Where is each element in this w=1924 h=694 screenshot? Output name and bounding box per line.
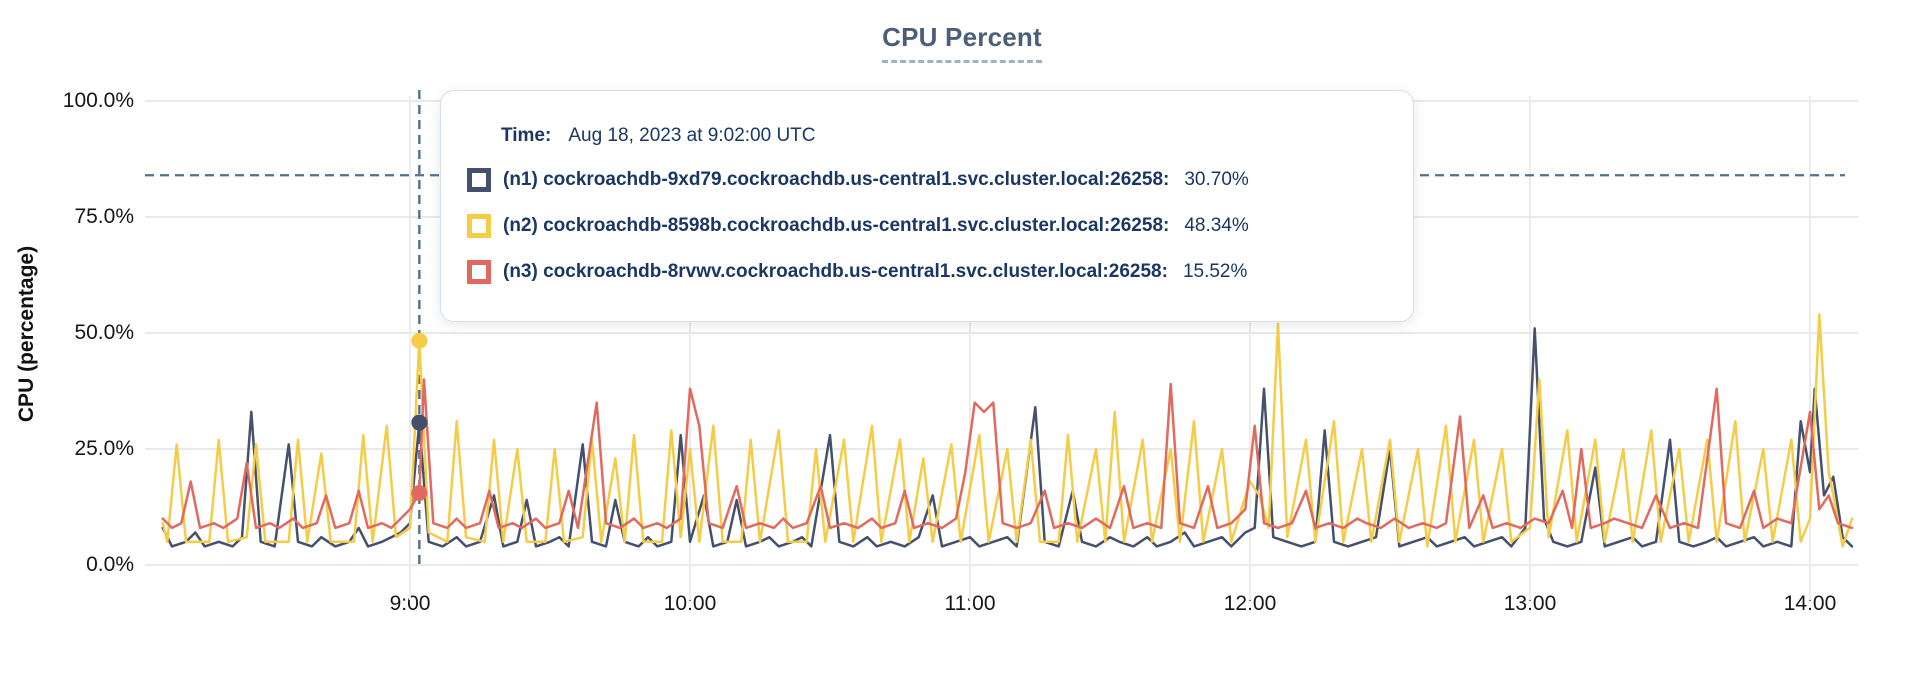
chart-title-wrap: CPU Percent (0, 22, 1924, 63)
hover-tooltip: Time: Aug 18, 2023 at 9:02:00 UTC (n1) co… (440, 90, 1414, 322)
tooltip-row-n3: (n3) cockroachdb-8rvwv.cockroachdb.us-ce… (467, 260, 1389, 284)
x-tick-label: 11:00 (944, 592, 996, 615)
y-tick-label: 50.0% (74, 321, 134, 344)
tooltip-n3-value: 15.52% (1182, 261, 1248, 282)
tooltip-n1-name: (n1) cockroachdb-9xd79.cockroachdb.us-ce… (503, 169, 1170, 190)
y-tick-label: 25.0% (74, 437, 134, 460)
tooltip-time-label: Time: (501, 125, 552, 146)
y-tick-label: 75.0% (74, 205, 134, 228)
tooltip-n2-value: 48.34% (1184, 215, 1249, 236)
series-n2-swatch-icon (467, 214, 491, 238)
tooltip-row-n2: (n2) cockroachdb-8598b.cockroachdb.us-ce… (467, 214, 1389, 238)
chart-title: CPU Percent (882, 22, 1042, 63)
x-tick-label: 10:00 (663, 592, 717, 615)
series-n3-swatch-icon (467, 260, 491, 284)
tooltip-time-value: Aug 18, 2023 at 9:02:00 UTC (568, 125, 816, 146)
tooltip-n1-value: 30.70% (1184, 169, 1249, 190)
x-tick-label: 9:00 (389, 592, 431, 615)
x-tick-label: 14:00 (1783, 592, 1837, 615)
x-tick-label: 13:00 (1503, 592, 1557, 615)
tooltip-time-row: Time: Aug 18, 2023 at 9:02:00 UTC (467, 125, 1389, 147)
tooltip-row-n1: (n1) cockroachdb-9xd79.cockroachdb.us-ce… (467, 168, 1389, 192)
tooltip-n3-name: (n3) cockroachdb-8rvwv.cockroachdb.us-ce… (503, 261, 1168, 282)
y-tick-label: 100.0% (62, 89, 134, 112)
tooltip-n2-name: (n2) cockroachdb-8598b.cockroachdb.us-ce… (503, 215, 1170, 236)
y-tick-label: 0.0% (86, 553, 134, 576)
x-tick-label: 12:00 (1223, 592, 1277, 615)
series-n1-swatch-icon (467, 168, 491, 192)
